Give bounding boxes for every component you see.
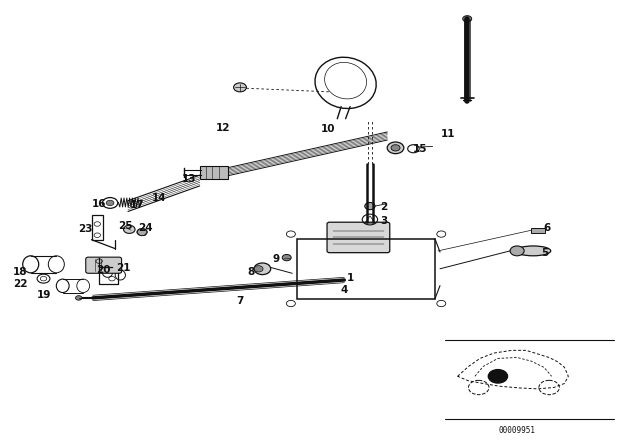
Text: 3: 3 bbox=[380, 216, 388, 226]
FancyBboxPatch shape bbox=[327, 222, 390, 253]
Text: 18: 18 bbox=[13, 267, 28, 277]
Bar bbox=[200, 166, 228, 179]
Circle shape bbox=[76, 296, 82, 300]
Text: 25: 25 bbox=[118, 221, 132, 231]
Text: 23: 23 bbox=[78, 224, 92, 234]
Text: 24: 24 bbox=[139, 224, 153, 233]
Circle shape bbox=[387, 142, 404, 154]
Circle shape bbox=[365, 202, 375, 210]
Circle shape bbox=[463, 16, 472, 22]
Circle shape bbox=[254, 263, 271, 275]
Circle shape bbox=[391, 145, 400, 151]
Text: 9: 9 bbox=[273, 254, 280, 264]
Text: 00009951: 00009951 bbox=[499, 426, 536, 435]
Text: 6: 6 bbox=[543, 223, 551, 233]
Bar bbox=[92, 215, 103, 240]
Bar bbox=[297, 238, 435, 299]
Text: 19: 19 bbox=[36, 290, 51, 300]
Circle shape bbox=[137, 228, 147, 236]
Text: 22: 22 bbox=[13, 280, 28, 289]
Circle shape bbox=[106, 200, 114, 206]
Circle shape bbox=[254, 266, 263, 272]
Bar bbox=[531, 228, 545, 233]
Text: 7: 7 bbox=[236, 296, 244, 306]
Circle shape bbox=[124, 225, 135, 233]
Text: 5: 5 bbox=[541, 248, 549, 258]
FancyBboxPatch shape bbox=[86, 257, 122, 273]
Text: 12: 12 bbox=[216, 123, 230, 133]
Text: 11: 11 bbox=[441, 129, 455, 138]
Text: 20: 20 bbox=[97, 265, 111, 275]
Circle shape bbox=[282, 254, 291, 261]
Text: 21: 21 bbox=[116, 263, 130, 273]
Text: 2: 2 bbox=[380, 202, 388, 212]
Circle shape bbox=[510, 246, 524, 256]
Text: 13: 13 bbox=[182, 174, 196, 184]
Circle shape bbox=[234, 83, 246, 92]
Text: 15: 15 bbox=[413, 144, 427, 154]
Text: 14: 14 bbox=[152, 193, 166, 203]
Text: 17: 17 bbox=[131, 200, 145, 210]
Text: 8: 8 bbox=[247, 267, 255, 277]
Ellipse shape bbox=[516, 246, 550, 256]
Text: 10: 10 bbox=[321, 124, 335, 134]
Text: 16: 16 bbox=[92, 199, 106, 209]
Circle shape bbox=[488, 370, 508, 383]
Text: 1: 1 bbox=[347, 273, 355, 283]
Text: 4: 4 bbox=[340, 285, 348, 295]
